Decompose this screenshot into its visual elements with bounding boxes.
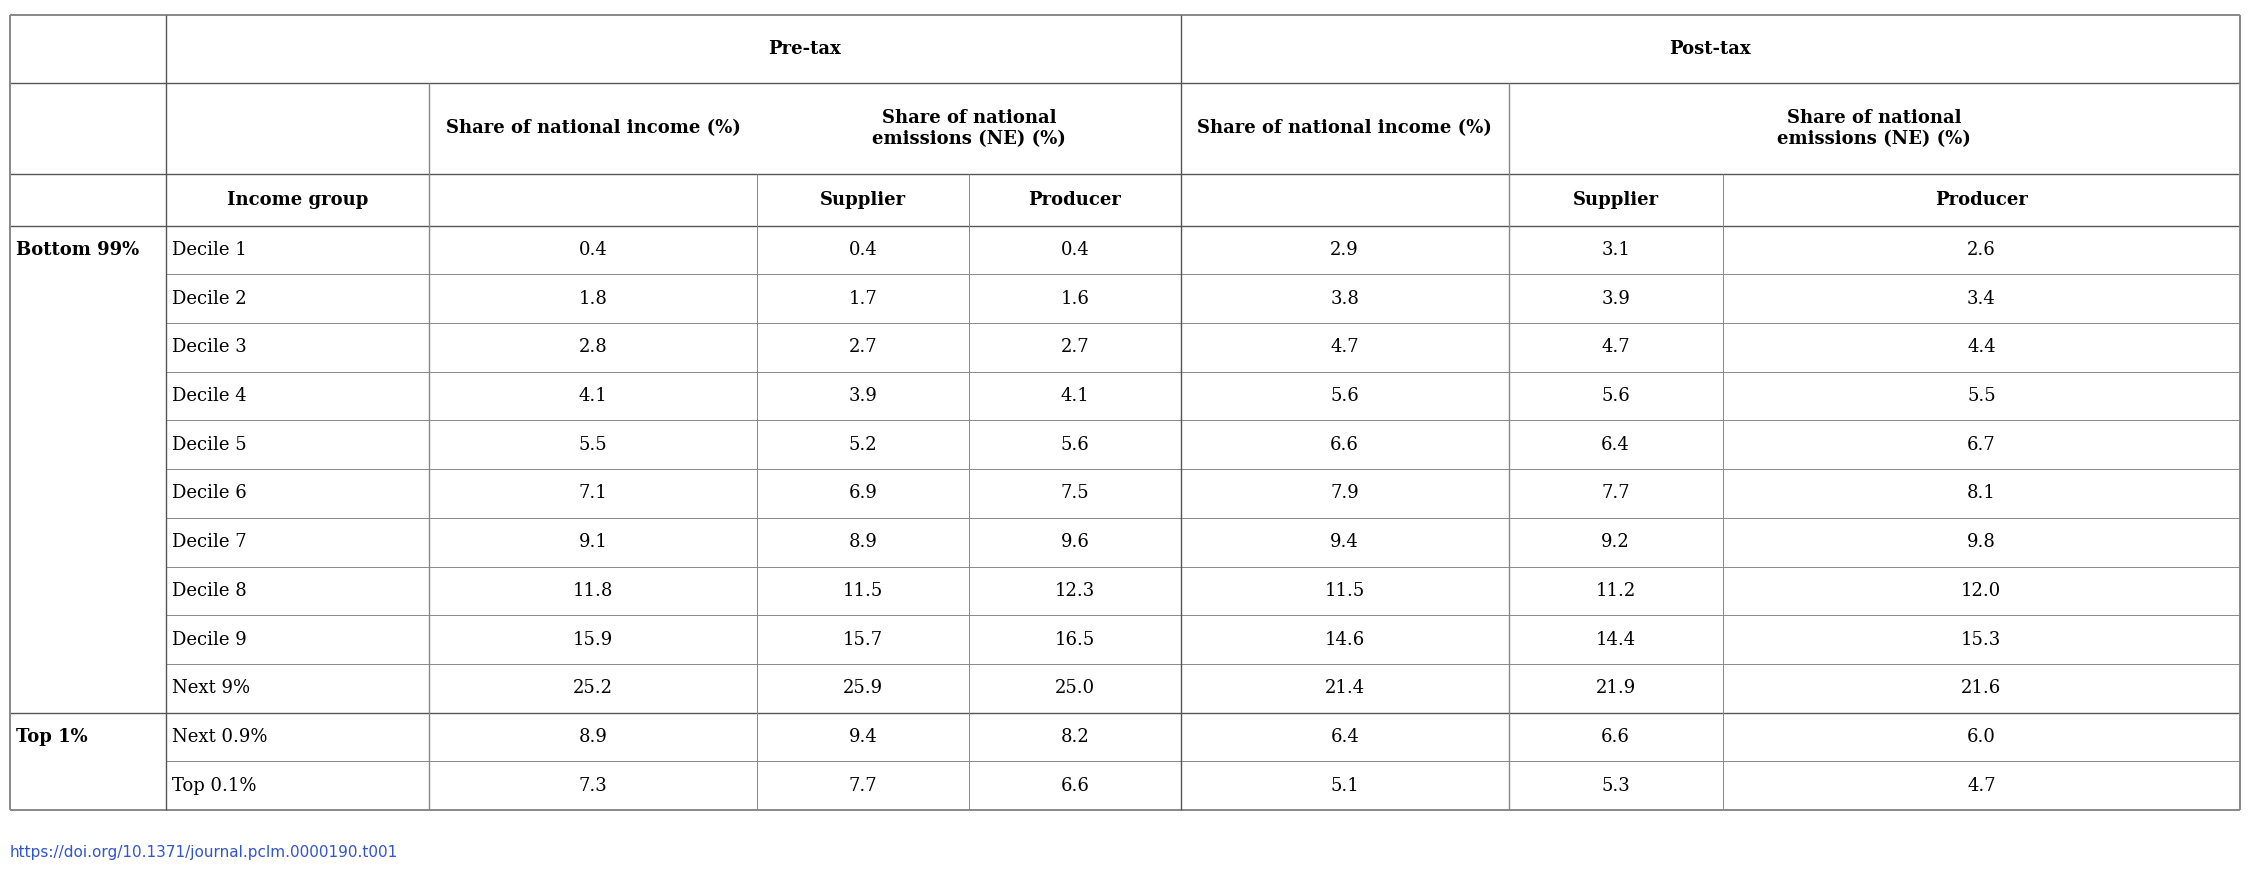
Text: 7.9: 7.9 xyxy=(1330,485,1359,502)
Text: 6.9: 6.9 xyxy=(848,485,878,502)
Text: 15.9: 15.9 xyxy=(574,631,614,649)
Text: 4.7: 4.7 xyxy=(1966,777,1996,795)
Text: 2.9: 2.9 xyxy=(1330,241,1359,259)
Text: 16.5: 16.5 xyxy=(1055,631,1096,649)
Text: 4.7: 4.7 xyxy=(1330,339,1359,356)
Text: 4.4: 4.4 xyxy=(1966,339,1996,356)
Text: 1.7: 1.7 xyxy=(848,290,878,308)
Text: 9.8: 9.8 xyxy=(1966,533,1996,551)
Text: Decile 3: Decile 3 xyxy=(171,339,248,356)
Text: 11.5: 11.5 xyxy=(844,582,882,600)
Text: 12.0: 12.0 xyxy=(1962,582,2002,600)
Text: Decile 8: Decile 8 xyxy=(171,582,248,600)
Text: Top 0.1%: Top 0.1% xyxy=(171,777,256,795)
Text: 25.2: 25.2 xyxy=(574,679,614,697)
Text: 15.7: 15.7 xyxy=(844,631,882,649)
Text: 5.3: 5.3 xyxy=(1602,777,1629,795)
Text: 3.1: 3.1 xyxy=(1602,241,1629,259)
Text: 4.1: 4.1 xyxy=(1060,387,1089,405)
Text: 2.7: 2.7 xyxy=(848,339,878,356)
Text: 11.2: 11.2 xyxy=(1595,582,1636,600)
Text: 5.6: 5.6 xyxy=(1060,436,1089,454)
Text: Producer: Producer xyxy=(1935,191,2027,209)
Text: 1.6: 1.6 xyxy=(1060,290,1089,308)
Text: Decile 5: Decile 5 xyxy=(171,436,248,454)
Text: 1.8: 1.8 xyxy=(578,290,608,308)
Text: Income group: Income group xyxy=(227,191,369,209)
Text: 7.7: 7.7 xyxy=(848,777,878,795)
Text: 0.4: 0.4 xyxy=(578,241,608,259)
Text: 5.6: 5.6 xyxy=(1602,387,1629,405)
Text: 3.9: 3.9 xyxy=(1602,290,1629,308)
Text: Share of national income (%): Share of national income (%) xyxy=(446,120,740,137)
Text: 7.5: 7.5 xyxy=(1060,485,1089,502)
Text: 11.5: 11.5 xyxy=(1325,582,1366,600)
Text: 2.7: 2.7 xyxy=(1060,339,1089,356)
Text: 6.4: 6.4 xyxy=(1602,436,1629,454)
Text: Decile 1: Decile 1 xyxy=(171,241,248,259)
Text: 6.6: 6.6 xyxy=(1330,436,1359,454)
Text: 9.4: 9.4 xyxy=(848,728,878,746)
Text: 5.1: 5.1 xyxy=(1330,777,1359,795)
Text: Supplier: Supplier xyxy=(819,191,907,209)
Text: 9.1: 9.1 xyxy=(578,533,608,551)
Text: 6.4: 6.4 xyxy=(1330,728,1359,746)
Text: Next 9%: Next 9% xyxy=(171,679,250,697)
Text: 25.9: 25.9 xyxy=(844,679,882,697)
Text: 14.4: 14.4 xyxy=(1595,631,1636,649)
Text: 8.2: 8.2 xyxy=(1060,728,1089,746)
Text: Pre-tax: Pre-tax xyxy=(770,40,842,58)
Text: https://doi.org/10.1371/journal.pclm.0000190.t001: https://doi.org/10.1371/journal.pclm.000… xyxy=(9,845,398,860)
Text: Supplier: Supplier xyxy=(1573,191,1658,209)
Text: 9.2: 9.2 xyxy=(1602,533,1629,551)
Text: 5.2: 5.2 xyxy=(848,436,878,454)
Text: 7.7: 7.7 xyxy=(1602,485,1629,502)
Text: 8.9: 8.9 xyxy=(578,728,608,746)
Text: 0.4: 0.4 xyxy=(1060,241,1089,259)
Text: 3.8: 3.8 xyxy=(1330,290,1359,308)
Text: 8.9: 8.9 xyxy=(848,533,878,551)
Text: Producer: Producer xyxy=(1028,191,1120,209)
Text: 4.1: 4.1 xyxy=(578,387,608,405)
Text: 11.8: 11.8 xyxy=(574,582,614,600)
Text: 21.4: 21.4 xyxy=(1325,679,1366,697)
Text: 0.4: 0.4 xyxy=(848,241,878,259)
Text: Decile 6: Decile 6 xyxy=(171,485,248,502)
Text: 5.5: 5.5 xyxy=(578,436,608,454)
Text: 3.9: 3.9 xyxy=(848,387,878,405)
Text: Next 0.9%: Next 0.9% xyxy=(171,728,268,746)
Text: 5.5: 5.5 xyxy=(1966,387,1996,405)
Text: Post-tax: Post-tax xyxy=(1670,40,1750,58)
Text: Decile 2: Decile 2 xyxy=(171,290,248,308)
Text: Decile 9: Decile 9 xyxy=(171,631,248,649)
Text: 12.3: 12.3 xyxy=(1055,582,1096,600)
Text: 21.6: 21.6 xyxy=(1962,679,2002,697)
Text: Share of national income (%): Share of national income (%) xyxy=(1197,120,1492,137)
Text: 2.8: 2.8 xyxy=(578,339,608,356)
Text: 21.9: 21.9 xyxy=(1595,679,1636,697)
Text: 7.3: 7.3 xyxy=(578,777,608,795)
Text: 4.7: 4.7 xyxy=(1602,339,1629,356)
Text: 25.0: 25.0 xyxy=(1055,679,1096,697)
Text: 5.6: 5.6 xyxy=(1330,387,1359,405)
Text: Share of national
emissions (NE) (%): Share of national emissions (NE) (%) xyxy=(1778,109,1971,148)
Text: 6.7: 6.7 xyxy=(1966,436,1996,454)
Text: 8.1: 8.1 xyxy=(1966,485,1996,502)
Text: Decile 7: Decile 7 xyxy=(171,533,248,551)
Text: 6.6: 6.6 xyxy=(1602,728,1629,746)
Text: Top 1%: Top 1% xyxy=(16,728,88,746)
Text: 15.3: 15.3 xyxy=(1962,631,2002,649)
Text: 3.4: 3.4 xyxy=(1966,290,1996,308)
Text: Decile 4: Decile 4 xyxy=(171,387,248,405)
Text: Bottom 99%: Bottom 99% xyxy=(16,241,140,259)
Text: 14.6: 14.6 xyxy=(1325,631,1366,649)
Text: 6.0: 6.0 xyxy=(1966,728,1996,746)
Text: 9.6: 9.6 xyxy=(1060,533,1089,551)
Text: 2.6: 2.6 xyxy=(1966,241,1996,259)
Text: 9.4: 9.4 xyxy=(1330,533,1359,551)
Text: Share of national
emissions (NE) (%): Share of national emissions (NE) (%) xyxy=(873,109,1066,148)
Text: 7.1: 7.1 xyxy=(578,485,608,502)
Text: 6.6: 6.6 xyxy=(1060,777,1089,795)
